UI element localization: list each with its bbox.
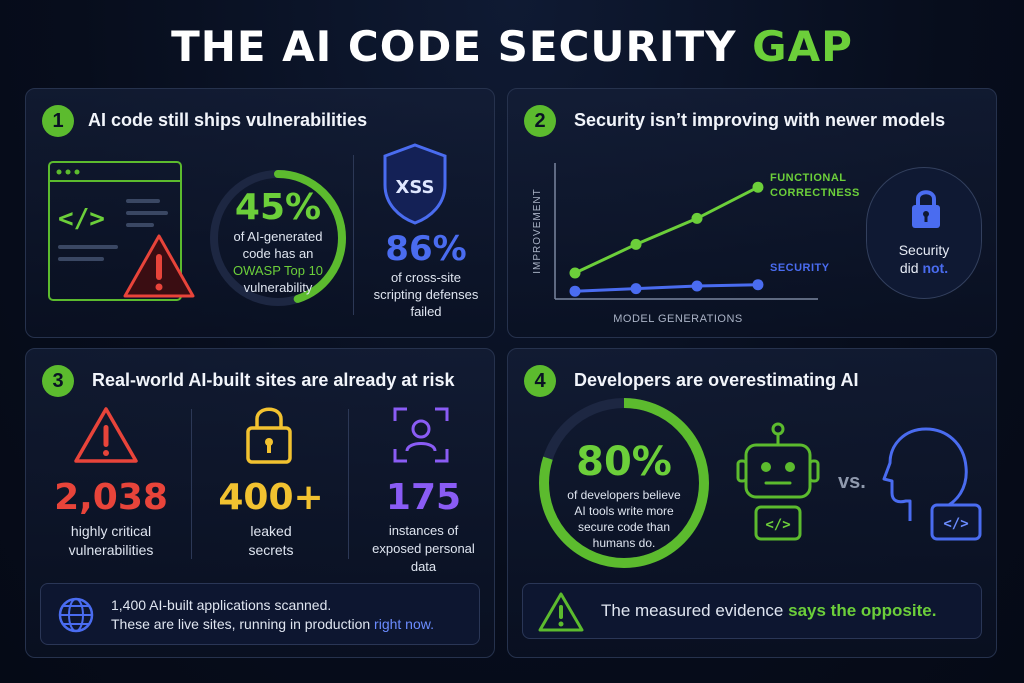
stat-45-line4: vulnerability [243,280,313,295]
callout-not: not. [922,260,949,276]
stat-80-line2: AI tools write more [574,504,674,518]
callout-did: did [899,260,919,276]
robot-icon: </> [736,422,820,541]
scan-summary-line1: 1,400 AI-built applications scanned. [111,597,332,613]
warning-icon [123,234,195,298]
stat-80-line3: secure code than [577,520,671,534]
stat-86-line1: of cross-site [390,270,462,285]
stat-vulns-line2: vulnerabilities [68,542,154,558]
series-label-functional: FUNCTIONAL CORRECTNESS [770,171,860,201]
code-window-icon: </> [48,161,182,301]
stat-45-line2: code has an [242,246,314,261]
panel-security-models: 2 Security isn’t improving with newer mo… [507,88,997,338]
series-label-security: SECURITY [770,262,830,274]
data-point-0-0 [569,267,581,279]
series-label-functional-l2: CORRECTNESS [770,187,860,199]
panel-number: 3 [42,365,74,397]
stat-80-line4: humans do. [592,536,656,550]
stat-86-line3: failed [410,304,442,319]
stat-pii-line3: data [410,559,437,574]
callout-line1: Security [898,242,950,258]
stat-80-line1: of developers believe [567,488,681,502]
stat-80-ring [539,398,709,568]
page-title: THE AI CODE SECURITY GAP [0,22,1024,71]
stat-45-ring [210,170,346,306]
scan-summary-line2: These are live sites, running in product… [111,616,371,632]
data-point-0-3 [752,181,764,193]
panel-real-world-risk: 3 Real-world AI-built sites are already … [25,348,495,658]
user-scan-icon [393,407,449,463]
shield-icon: XSS [383,143,447,225]
lock-icon [246,407,292,464]
stat-45-value: 45% [234,187,322,228]
stat-secrets-line2: secrets [248,542,294,558]
versus-label: vs. [838,471,866,493]
series-line-0 [574,185,759,275]
human-code-tag: </> [943,516,968,532]
scan-summary-box: 1,400 AI-built applications scanned. The… [40,583,480,645]
stat-vulns-value: 2,038 [54,477,168,518]
title-accent: GAP [752,22,853,71]
line-chart: IMPROVEMENT MODEL GENERATIONS [532,163,818,325]
stat-secrets-value: 400+ [218,477,324,518]
panel-number: 2 [524,105,556,137]
y-axis-label: IMPROVEMENT [532,188,543,273]
evidence-box: The measured evidence says the opposite. [522,583,982,639]
panel-title: Developers are overestimating AI [574,370,859,390]
series-line-1 [574,283,759,293]
panel-title: Security isn’t improving with newer mode… [574,110,946,130]
warning-icon [74,407,138,463]
lock-icon [912,190,940,228]
divider [353,155,354,315]
panel-title: Real-world AI-built sites are already at… [92,370,455,390]
stat-pii-line1: instances of [388,523,459,538]
scan-summary-highlight: right now. [374,616,434,632]
panel-developer-overestimation: 4 Developers are overestimating AI 80% o… [507,348,997,658]
stat-pii-line2: exposed personal [372,541,475,556]
shield-label: XSS [396,177,435,198]
stat-86-line2: scripting defenses [373,287,479,302]
security-callout: Security did not. [866,167,982,299]
evidence-highlight: says the opposite. [788,601,937,620]
panel-number: 1 [42,105,74,137]
data-point-0-2 [691,212,703,224]
stat-vulns-line1: highly critical [70,523,152,539]
stat-45-highlight: OWASP Top 10 [232,263,324,278]
divider [348,409,349,559]
stat-pii-value: 175 [385,477,462,518]
panel-number: 4 [524,365,556,397]
series-label-functional-l1: FUNCTIONAL [770,172,847,184]
human-head-icon: </> [882,427,982,541]
robot-code-tag: </> [765,517,790,533]
panel-title: AI code still ships vulnerabilities [88,110,368,130]
data-point-1-1 [630,283,642,295]
data-point-1-2 [691,280,703,292]
warning-icon [538,592,584,632]
stat-86-value: 86% [385,229,467,269]
stat-80-value: 80% [576,439,672,485]
evidence-text: The measured evidence [601,601,784,620]
divider [191,409,192,559]
title-main: THE AI CODE SECURITY [171,22,737,71]
x-axis-label: MODEL GENERATIONS [613,313,743,325]
panel-ai-code-vulnerabilities: 1 AI code still ships vulnerabilities </… [25,88,495,338]
stat-secrets-line1: leaked [250,523,292,539]
globe-icon [58,597,94,633]
data-point-1-3 [752,279,764,291]
stat-45-line1: of AI-generated [233,229,323,244]
data-point-1-0 [569,285,581,297]
svg-text:</>: </> [58,204,105,234]
data-point-0-1 [630,238,642,250]
